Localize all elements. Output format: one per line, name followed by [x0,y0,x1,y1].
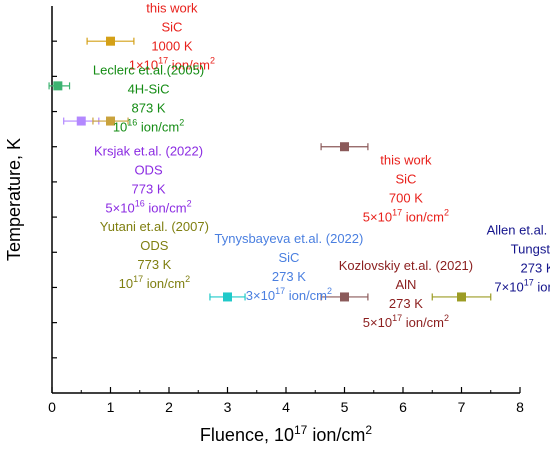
marker [53,81,63,91]
annotation-line: SiC [395,171,416,186]
x-tick-label: 0 [48,399,56,415]
data-point [320,142,369,152]
annotation-fluence: 7×1017 ion/cm2 [494,278,550,295]
annotation-line: 873 K [132,101,166,116]
annotation-line: Tungsten [511,242,550,257]
annotation-fluence: 3×1017 ion/cm2 [246,286,332,303]
data-point [209,292,246,302]
annotation-line: 700 K [389,190,423,205]
annotation-line: SiC [161,20,182,35]
annotation-line: Yutani et.al. (2007) [100,219,209,234]
annotation-line: AlN [395,277,416,292]
annotation-allen: Allen et.al. (2022) Tungsten 273 K 7×1017 i… [487,223,550,295]
annotation-kozlovskiy: Kozlovskiy et.al. (2021) AlN 273 K 5×1017 i… [339,258,473,330]
annotation-line: 273 K [389,296,423,311]
data-point [86,36,135,46]
data-point [92,116,129,126]
annotation-this-work-700: this work SiC 700 K 5×1017 ion/cm2 [363,152,449,224]
x-tick-label: 3 [224,399,232,415]
annotation-line: ODS [134,163,163,178]
marker [76,116,86,126]
annotation-line: Kozlovskiy et.al. (2021) [339,258,473,273]
annotation-this-work-1000: this work SiC 1000 K 1×1017 ion/cm2 [129,1,215,73]
annotation-fluence: 5×1017 ion/cm2 [363,207,449,224]
y-axis-title: Temperature, K [4,138,24,261]
x-tick-label: 1 [107,399,115,415]
data-point [48,81,71,91]
annotation-line: Tynysbayeva et.al. (2022) [214,231,363,246]
annotation-line: 1000 K [151,39,193,54]
annotation-fluence: 1×1017 ion/cm2 [129,56,215,73]
annotation-tynysbayeva: Tynysbayeva et.al. (2022) SiC 273 K 3×1017 … [214,231,363,303]
annotation-line: 4H-SiC [128,82,170,97]
annotation-fluence: 1016 ion/cm2 [113,118,184,135]
x-tick-label: 5 [341,399,349,415]
x-tick-label: 4 [282,399,290,415]
marker [106,36,115,46]
annotation-line: 273 K [272,269,306,284]
x-ticks: 0 1 2 3 4 5 6 7 8 [48,387,524,415]
annotation-line: 273 K [521,261,550,276]
marker [340,292,349,302]
annotation-line: ODS [140,238,169,253]
x-tick-label: 8 [516,399,524,415]
annotation-fluence: 5×1017 ion/cm2 [363,313,449,330]
x-tick-label: 7 [458,399,466,415]
annotation-leclerc: Leclerc et.al.(2005) 4H-SiC 873 K 1016 ion/… [93,63,204,135]
x-tick-label: 6 [399,399,407,415]
annotation-line: 773 K [132,182,166,197]
annotation-line: 773 K [137,257,171,272]
marker [106,116,115,126]
data-point [431,292,492,302]
data-point [320,292,369,302]
annotation-krsjak: Krsjak et.al. (2022) ODS 773 K 5×1016 ion/c… [94,144,203,216]
annotation-line: this work [146,1,198,16]
annotation-line: SiC [278,250,299,265]
annotation-line: Allen et.al. (2022) [487,223,550,238]
annotation-yutani: Yutani et.al. (2007) ODS 773 K 1017 ion/cm2 [100,219,209,291]
data-points [48,36,492,302]
annotation-line: this work [380,152,432,167]
marker [223,292,232,302]
annotation-fluence: 1017 ion/cm2 [119,274,190,291]
annotations: this work SiC 1000 K 1×1017 ion/cm2Leclerc … [93,1,550,330]
marker [457,292,466,302]
annotation-line: Krsjak et.al. (2022) [94,144,203,159]
annotation-line: Leclerc et.al.(2005) [93,63,204,78]
x-axis-title: Fluence, 1017 ion/cm2 [200,423,372,445]
x-tick-label: 2 [165,399,173,415]
annotation-fluence: 5×1016 ion/cm2 [105,199,191,216]
marker [340,142,349,152]
